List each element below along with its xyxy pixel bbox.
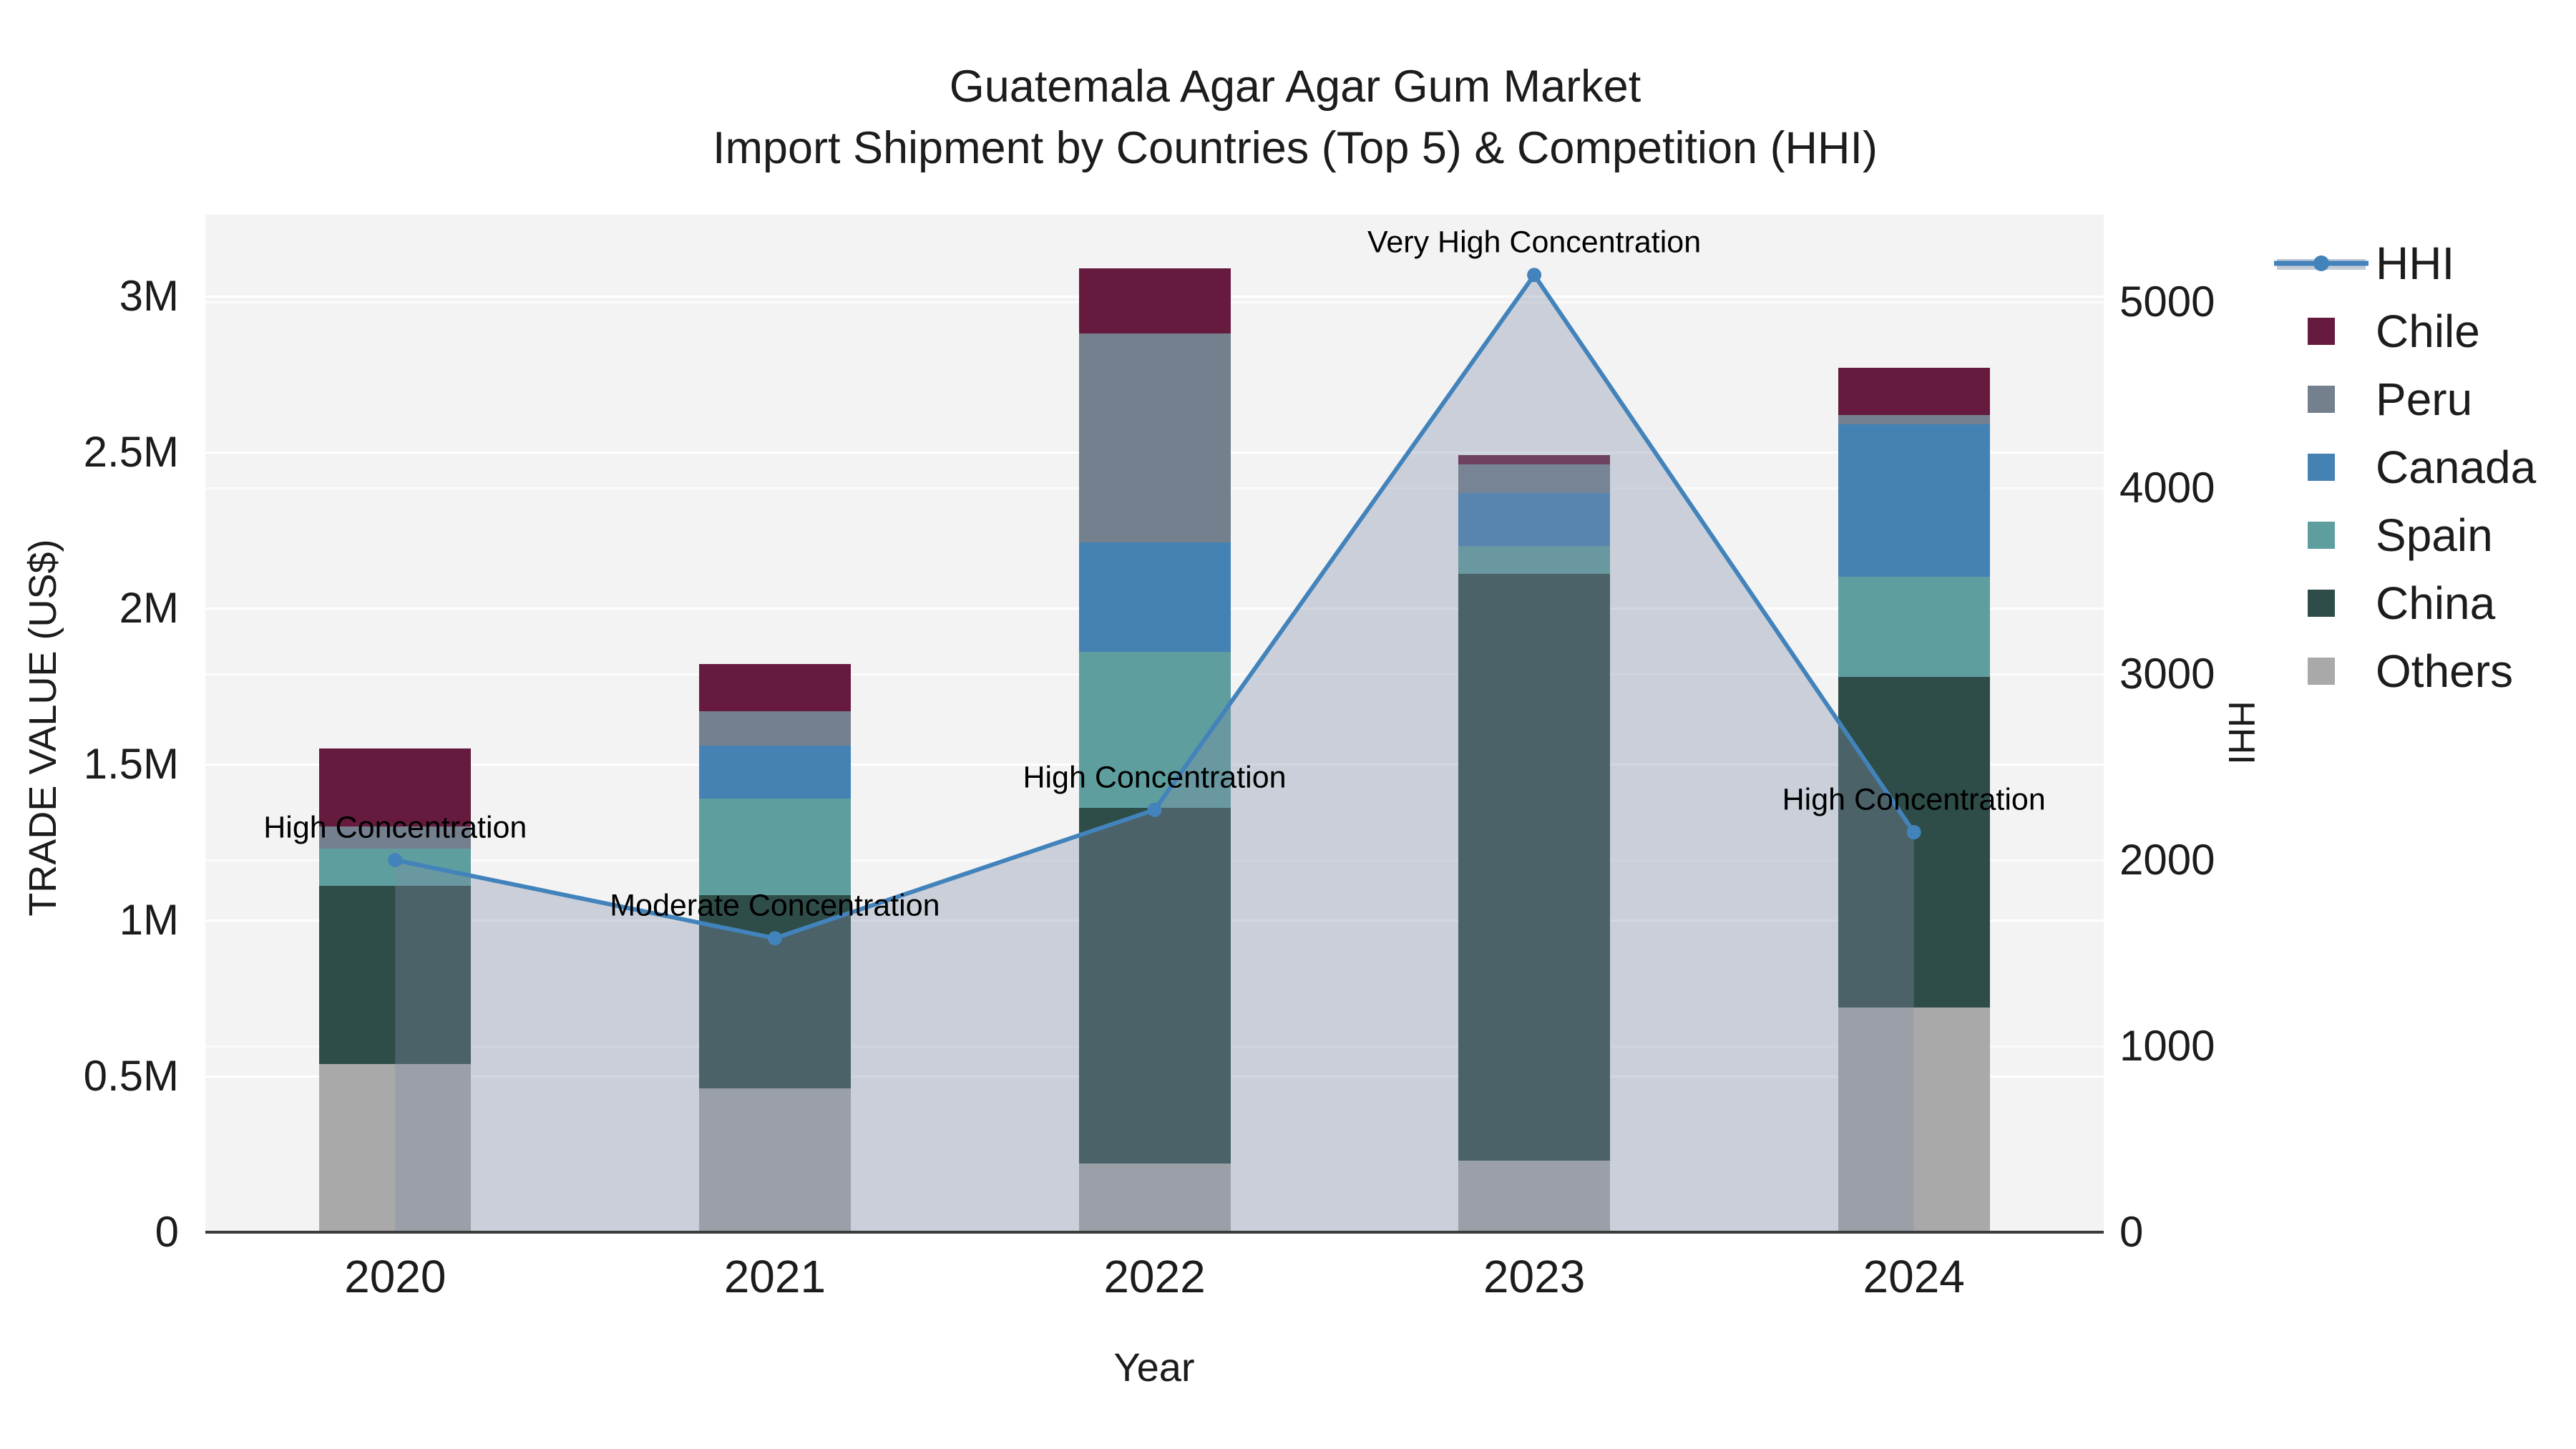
legend-symbol [2274,453,2368,481]
bar-segment-spain [1458,545,1611,575]
hhi-marker [1527,268,1542,283]
bar-segment-spain [1838,577,1990,677]
annotation-2021: Moderate Concentration [610,888,940,923]
bar-segment-canada [698,745,851,799]
x-tick-label: 2022 [1103,1251,1206,1302]
y-tick-label-left: 0.5M [83,1052,179,1100]
legend-label: Spain [2376,509,2493,561]
bar-segment-others [1458,1160,1611,1232]
annotation-2024: High Concentration [1782,782,2046,817]
y-tick-label-right: 4000 [2119,464,2215,512]
legend-swatch [2308,521,2335,549]
y-tick-label-left: 1M [119,896,179,944]
bar-segment-canada [1078,542,1231,653]
x-tick-label: 2020 [344,1251,447,1302]
legend-symbol [2274,589,2368,617]
bar-segment-spain [1078,652,1231,809]
legend-symbol [2274,248,2368,279]
hhi-legend-icon [2274,255,2368,271]
y-tick-label-left: 3M [119,272,179,320]
legend-symbol [2274,521,2368,549]
bar-segment-chile [698,664,851,711]
bar-segment-chile [1458,455,1611,465]
y-tick-label-left: 0 [155,1208,179,1256]
legend-swatch [2308,453,2335,481]
hhi-marker [1147,802,1162,817]
legend-label: Peru [2376,373,2473,425]
y-axis-title-right: HHI [2220,701,2262,765]
legend-swatch [2308,385,2335,413]
legend-item-peru[interactable]: Peru [2274,365,2536,433]
x-tick-label: 2024 [1863,1251,1965,1302]
chart-title-line2: Import Shipment by Countries (Top 5) & C… [712,123,1878,173]
bar-segment-peru [1458,464,1611,493]
y-tick-label-right: 5000 [2119,278,2215,326]
legend-label: HHI [2376,237,2455,289]
bar-segment-chile [1078,268,1231,334]
y-tick-label-right: 0 [2119,1208,2144,1256]
y-axis-title-left: TRADE VALUE (US$) [21,539,64,917]
bar-segment-others [1838,1008,1990,1232]
x-axis-line [205,1231,2104,1234]
bar-segment-canada [1838,424,1990,577]
legend-item-chile[interactable]: Chile [2274,297,2536,365]
x-tick-label: 2021 [723,1251,826,1302]
y-tick-label-left: 1.5M [83,740,179,788]
bar-segment-spain [698,798,851,896]
bar-segment-others [319,1063,472,1232]
bar-segment-china [1078,808,1231,1164]
annotation-2020: High Concentration [263,810,527,845]
legend-swatch [2308,589,2335,617]
bar-segment-chile [1838,368,1990,415]
legend: HHI Chile Peru Canada Spain China Others [2274,229,2536,705]
bar-segment-chile [319,748,472,827]
legend-symbol [2274,657,2368,685]
bar-segment-peru [319,826,472,849]
legend-label: Chile [2376,305,2480,357]
legend-symbol [2274,385,2368,413]
y-tick-label-left: 2.5M [83,428,179,476]
bar-segment-china [1838,676,1990,1008]
bar-segment-china [1458,574,1611,1161]
y-tick-label-right: 2000 [2119,836,2215,884]
legend-item-canada[interactable]: Canada [2274,433,2536,501]
legend-swatch [2308,317,2335,345]
bar-segment-peru [1838,414,1990,424]
chart-title-line1: Guatemala Agar Agar Gum Market [949,62,1641,112]
y-tick-label-left: 2M [119,584,179,632]
legend-label: China [2376,577,2496,629]
bar-segment-peru [1078,333,1231,543]
legend-item-spain[interactable]: Spain [2274,501,2536,569]
hhi-area [395,275,1914,1232]
plot-area: High Concentration Moderate Concentration… [205,215,2104,1232]
y-tick-label-right: 3000 [2119,650,2215,698]
annotation-2022: High Concentration [1023,760,1287,795]
bar-segment-others [698,1088,851,1232]
legend-label: Canada [2376,441,2537,493]
annotation-2023: Very High Concentration [1367,225,1702,260]
legend-swatch [2308,657,2335,685]
legend-item-china[interactable]: China [2274,569,2536,637]
x-axis-title: Year [1113,1345,1195,1390]
hhi-marker [1906,825,1921,839]
legend-item-others[interactable]: Others [2274,637,2536,705]
chart-title: Guatemala Agar Agar Gum Market Import Sh… [79,56,2512,179]
y-tick-label-right: 1000 [2119,1022,2215,1070]
x-tick-label: 2023 [1483,1251,1586,1302]
bar-segment-peru [698,711,851,746]
hhi-overlay [388,268,1921,1232]
hhi-marker [767,931,782,946]
legend-symbol [2274,317,2368,345]
hhi-marker [388,853,403,867]
legend-item-hhi[interactable]: HHI [2274,229,2536,297]
bar-segment-canada [1458,492,1611,546]
bar-segment-china [319,886,472,1064]
bar-segment-others [1078,1163,1231,1232]
legend-label: Others [2376,645,2514,697]
